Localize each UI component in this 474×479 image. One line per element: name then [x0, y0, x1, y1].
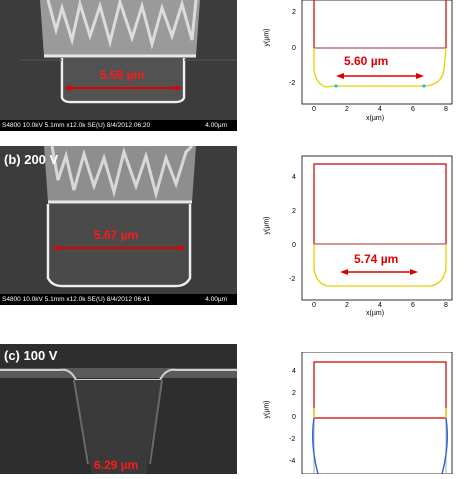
xtick-b-2: 4	[378, 302, 382, 309]
xtick-b-0: 0	[312, 302, 316, 309]
ytick-c-3: -2	[289, 436, 296, 443]
ytick-c-4: -4	[289, 458, 296, 465]
xtick-a-3: 6	[411, 106, 415, 113]
ytick-a-2: -2	[289, 80, 296, 87]
ytick-c-0: 4	[292, 368, 296, 375]
ytick-a-0: 2	[292, 9, 296, 16]
sem-meta-text-b: S4800 10.0kV 5.1mm x12.0k SE(U) 8/4/2012…	[2, 296, 151, 303]
sem-measure-label-c: 6.29 µm	[94, 458, 139, 472]
ytick-c-1: 2	[292, 390, 296, 397]
sim-plot-c: 4 2 0 -2 -4 y(µm)	[262, 351, 474, 475]
ytick-b-2: 0	[292, 242, 296, 249]
sem-measure-arrow-a	[64, 85, 182, 91]
xtick-b-4: 8	[444, 302, 448, 309]
panel-label-b: (b) 200 V	[4, 152, 59, 167]
xtick-a-0: 0	[312, 106, 316, 113]
xtick-a-2: 4	[378, 106, 382, 113]
sim-plot-a: 5.60 µm 2 0 -2 y(µm) 0 2 4 6 8 x(µm)	[262, 0, 474, 130]
plot-measure-label-a: 5.60 µm	[344, 54, 389, 68]
sem-meta-text-a: S4800 10.0kV 5.1mm x12.0k SE(U) 8/4/2012…	[2, 122, 151, 129]
sem-trench-a	[0, 0, 237, 120]
panel-label-c: (c) 100 V	[4, 348, 58, 363]
ytick-b-3: -2	[289, 276, 296, 283]
ytick-b-0: 4	[292, 174, 296, 181]
sem-measure-arrow-b	[52, 245, 186, 251]
plot-measure-label-b: 5.74 µm	[354, 252, 399, 266]
sem-info-bar-a: S4800 10.0kV 5.1mm x12.0k SE(U) 8/4/2012…	[0, 120, 237, 131]
sem-info-bar-b: S4800 10.0kV 5.1mm x12.0k SE(U) 8/4/2012…	[0, 294, 237, 305]
xtick-a-4: 8	[444, 106, 448, 113]
sem-measure-label-b: 5.67 µm	[94, 228, 139, 242]
plot-frame-b	[301, 155, 453, 301]
sem-image-c: (c) 100 V 6.29 µm	[0, 344, 237, 474]
ytick-c-2: 0	[292, 414, 296, 421]
sem-scale-text-a: 4.00µm	[205, 122, 227, 129]
plot-frame-a	[301, 0, 453, 105]
xlabel-b: x(µm)	[366, 310, 385, 317]
ylabel-b: y(µm)	[263, 216, 271, 235]
sem-image-b: 5.67 µm (b) 200 V S4800 10.0kV 5.1mm x12…	[0, 146, 237, 305]
xtick-b-1: 2	[345, 302, 349, 309]
sem-image-a: 5.59 µm S4800 10.0kV 5.1mm x12.0k SE(U) …	[0, 0, 237, 131]
ylabel-c: y(µm)	[263, 400, 271, 419]
xlabel-a: x(µm)	[366, 115, 385, 122]
plot-frame-c	[301, 351, 453, 475]
ylabel-a: y(µm)	[263, 28, 271, 47]
ytick-a-1: 0	[292, 45, 296, 52]
xtick-b-3: 6	[411, 302, 415, 309]
sem-scale-text-b: 4.00µm	[205, 296, 227, 303]
sim-plot-b: 5.74 µm 4 2 0 -2 y(µm) 0 2 4 6 8 x(µm)	[262, 148, 474, 320]
sem-trench-b	[0, 146, 237, 294]
sem-measure-label-a: 5.59 µm	[100, 68, 145, 82]
sem-trench-c	[0, 344, 237, 474]
ytick-b-1: 2	[292, 208, 296, 215]
xtick-a-1: 2	[345, 106, 349, 113]
